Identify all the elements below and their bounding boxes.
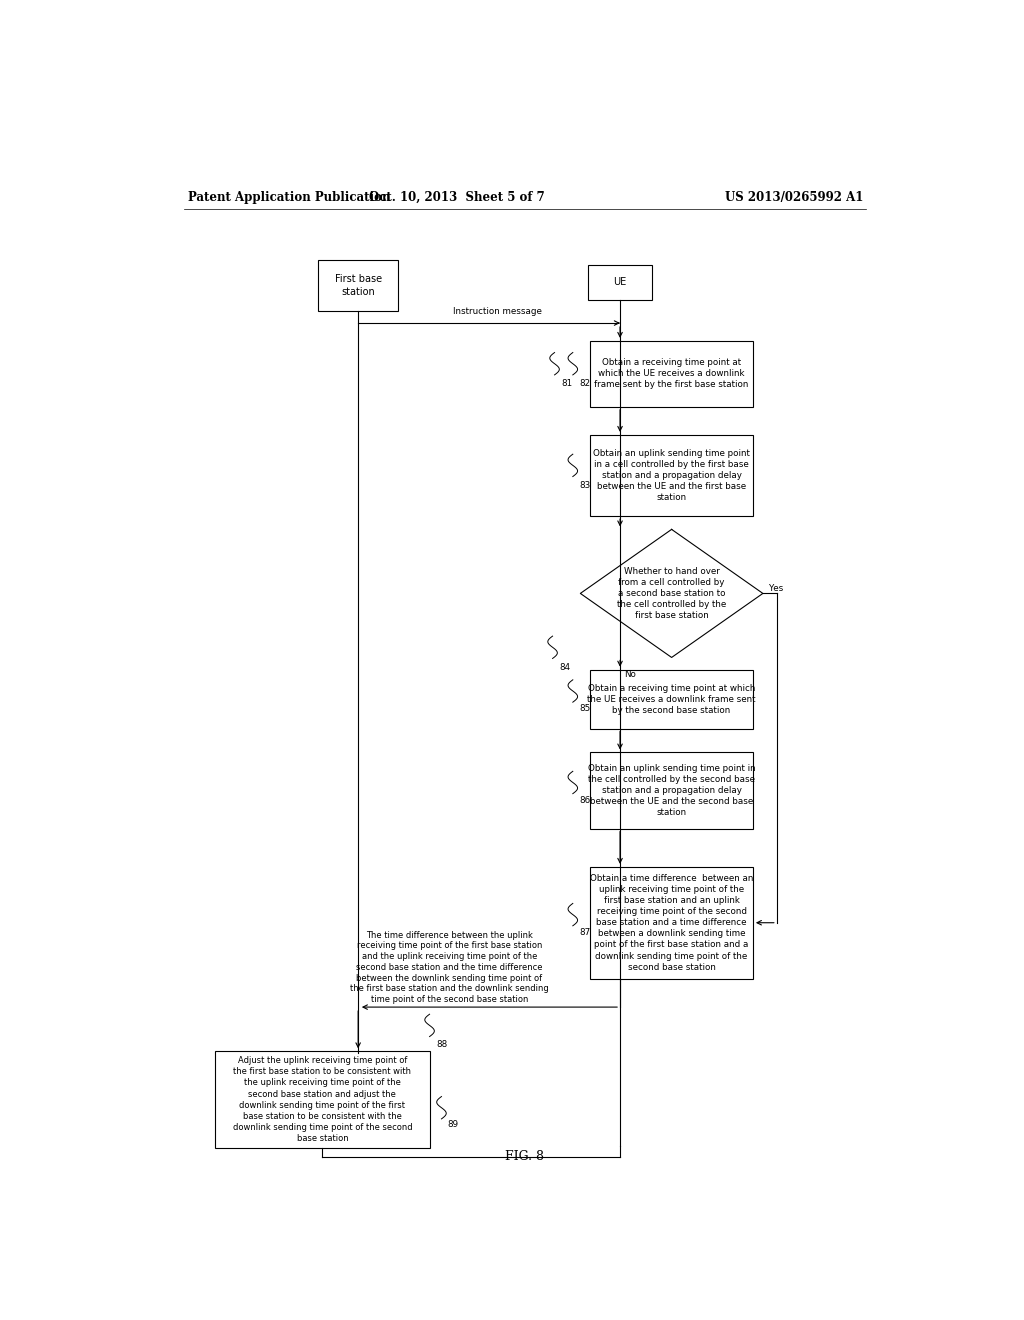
Text: The time difference between the uplink
receiving time point of the first base st: The time difference between the uplink r… [350,931,549,1005]
Text: 89: 89 [447,1119,459,1129]
Text: Yes: Yes [769,583,783,593]
Text: 84: 84 [559,663,570,672]
Text: Instruction message: Instruction message [453,308,542,315]
FancyBboxPatch shape [588,264,651,300]
FancyBboxPatch shape [215,1051,430,1148]
Text: Oct. 10, 2013  Sheet 5 of 7: Oct. 10, 2013 Sheet 5 of 7 [370,190,545,203]
Text: Obtain a receiving time point at which
the UE receives a downlink frame sent
by : Obtain a receiving time point at which t… [588,684,756,714]
Text: FIG. 8: FIG. 8 [505,1150,545,1163]
FancyBboxPatch shape [590,867,753,978]
Text: 81: 81 [561,379,572,388]
Text: 86: 86 [580,796,590,805]
Text: Adjust the uplink receiving time point of
the first base station to be consisten: Adjust the uplink receiving time point o… [232,1056,413,1143]
Text: Patent Application Publication: Patent Application Publication [187,190,390,203]
Text: Whether to hand over
from a cell controlled by
a second base station to
the cell: Whether to hand over from a cell control… [617,566,726,620]
FancyBboxPatch shape [318,260,397,312]
Text: US 2013/0265992 A1: US 2013/0265992 A1 [725,190,864,203]
FancyBboxPatch shape [590,434,753,516]
Text: Obtain an uplink sending time point
in a cell controlled by the first base
stati: Obtain an uplink sending time point in a… [593,449,750,502]
Text: First base
station: First base station [335,275,382,297]
FancyBboxPatch shape [590,752,753,829]
Text: 83: 83 [580,480,591,490]
Text: 88: 88 [436,1040,447,1048]
Text: 82: 82 [580,379,590,388]
Text: 87: 87 [580,928,591,937]
Text: 85: 85 [580,704,591,713]
Text: Obtain an uplink sending time point in
the cell controlled by the second base
st: Obtain an uplink sending time point in t… [588,764,756,817]
Text: UE: UE [613,277,627,288]
Text: Obtain a receiving time point at
which the UE receives a downlink
frame sent by : Obtain a receiving time point at which t… [594,358,749,389]
Text: Obtain a time difference  between an
uplink receiving time point of the
first ba: Obtain a time difference between an upli… [590,874,754,972]
FancyBboxPatch shape [590,669,753,729]
FancyBboxPatch shape [590,341,753,407]
Text: No: No [624,669,636,678]
